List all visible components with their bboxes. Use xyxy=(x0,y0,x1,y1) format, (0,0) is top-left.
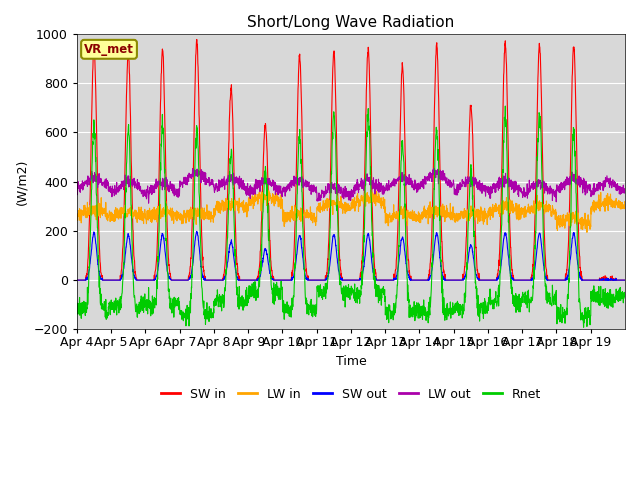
Rnet xyxy=(502,103,509,109)
SW out xyxy=(614,277,621,283)
LW in xyxy=(621,200,629,205)
SW out xyxy=(193,228,200,234)
SW in xyxy=(614,277,621,283)
Rnet xyxy=(547,301,555,307)
SW in xyxy=(516,277,524,283)
Title: Short/Long Wave Radiation: Short/Long Wave Radiation xyxy=(247,15,454,30)
Line: SW in: SW in xyxy=(77,39,625,280)
SW in xyxy=(193,36,200,42)
SW out xyxy=(128,256,136,262)
Rnet xyxy=(614,298,621,303)
SW out xyxy=(516,277,524,283)
Rnet xyxy=(73,303,81,309)
Rnet xyxy=(580,324,588,330)
LW in xyxy=(547,212,555,218)
Y-axis label: (W/m2): (W/m2) xyxy=(15,158,28,205)
SW out xyxy=(384,277,392,283)
LW out xyxy=(73,186,81,192)
Rnet xyxy=(621,291,629,297)
LW out xyxy=(547,190,555,196)
LW in xyxy=(583,229,591,235)
LW in xyxy=(384,217,392,223)
LW out xyxy=(246,195,254,201)
Line: SW out: SW out xyxy=(77,231,625,280)
Rnet xyxy=(384,311,392,317)
LW in xyxy=(263,185,271,191)
LW in xyxy=(128,206,136,212)
SW in xyxy=(128,173,136,179)
LW in xyxy=(516,216,524,222)
LW out xyxy=(621,186,629,192)
SW in xyxy=(384,277,392,283)
LW out xyxy=(430,166,438,171)
Line: LW in: LW in xyxy=(77,188,625,232)
LW out xyxy=(516,186,524,192)
Rnet xyxy=(516,309,524,315)
X-axis label: Time: Time xyxy=(335,355,366,368)
LW in xyxy=(73,212,81,217)
Line: LW out: LW out xyxy=(77,168,625,203)
LW out xyxy=(384,184,392,190)
Legend: SW in, LW in, SW out, LW out, Rnet: SW in, LW in, SW out, LW out, Rnet xyxy=(156,383,546,406)
Line: Rnet: Rnet xyxy=(77,106,625,327)
LW out xyxy=(614,184,621,190)
SW out xyxy=(73,277,81,283)
SW in xyxy=(547,277,555,283)
SW out xyxy=(547,277,555,283)
LW out xyxy=(128,181,136,187)
SW in xyxy=(73,277,81,283)
Text: VR_met: VR_met xyxy=(84,43,134,56)
Rnet xyxy=(128,219,136,225)
SW in xyxy=(621,277,629,283)
LW in xyxy=(246,194,254,200)
LW out xyxy=(145,200,152,206)
Rnet xyxy=(246,285,254,290)
SW out xyxy=(246,277,254,283)
LW in xyxy=(614,204,621,210)
SW out xyxy=(621,277,629,283)
SW in xyxy=(246,277,254,283)
